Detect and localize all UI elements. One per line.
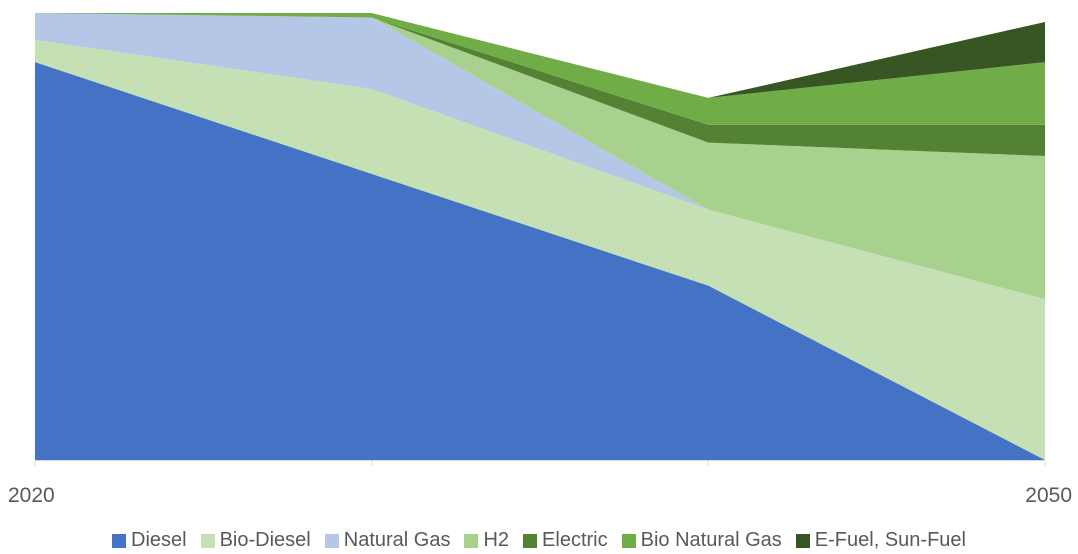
stacked-area-chart: 2020 2050 [8,13,1072,507]
legend-label: Bio Natural Gas [640,529,782,551]
legend-label: Electric [542,529,608,551]
legend-swatch [464,533,479,548]
legend-item: H2 [464,529,509,552]
legend-item: Diesel [112,529,187,552]
legend-swatch [621,533,636,548]
legend-label: Diesel [131,529,187,551]
area-series-electric [35,13,1045,157]
legend-item: Bio-Diesel [200,529,311,552]
area-series-natural-gas [35,13,1045,300]
legend-item: Bio Natural Gas [621,529,782,552]
x-tick-label: 2050 [1025,484,1072,507]
legend-item: Electric [523,529,608,552]
area-series-h2 [35,13,1045,300]
x-axis: 2020 2050 [8,460,1072,507]
legend-label: Natural Gas [343,529,451,551]
area-series-bio-natural-gas [35,13,1045,125]
legend-swatch [200,533,215,548]
legend-label: Bio-Diesel [219,529,311,551]
legend-swatch [324,533,339,548]
area-series-diesel [35,62,1045,461]
legend-swatch [112,533,127,548]
legend-item: Natural Gas [324,529,451,552]
legend-label: E-Fuel, Sun-Fuel [814,529,966,551]
plot-areas [35,13,1045,461]
legend-item: E-Fuel, Sun-Fuel [795,529,966,552]
legend-swatch [523,533,538,548]
area-series-bio-diesel [35,39,1045,460]
legend-label: H2 [483,529,510,551]
legend-swatch [795,533,810,548]
chart-legend: Diesel Bio-Diesel Natural Gas H2 Electric Bio… [0,527,1078,554]
x-tick-label: 2020 [8,484,55,507]
